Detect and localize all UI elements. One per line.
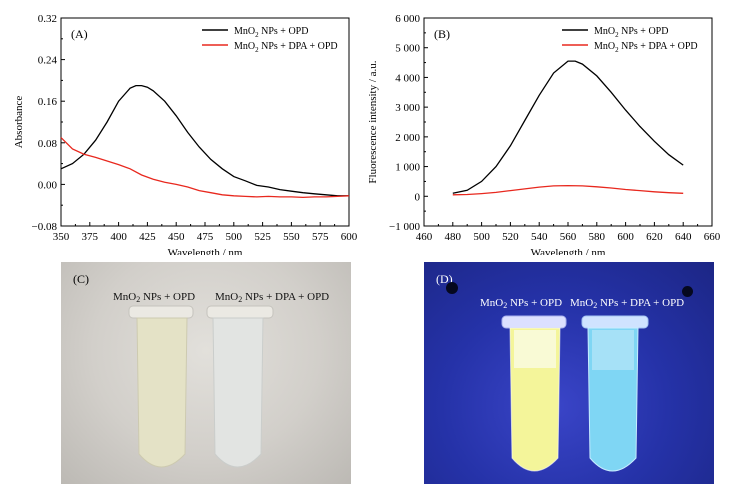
legend-entry: MnO2 NPs + DPA + OPD [234, 41, 338, 54]
chart-a: 350 375 400 425 450 475 500 525 550 575 600 −0.08 0.… [13, 13, 358, 255]
y-tick-label: −0.08 [32, 221, 58, 233]
x-axis-label: Wavelength / nm [531, 247, 606, 255]
dark-hole-1 [446, 282, 458, 294]
x-tick-label: 425 [139, 231, 156, 243]
x-tick-label: 660 [704, 231, 721, 243]
panel-label: (A) [71, 27, 88, 41]
tube-label-right-d: MnO2 NPs + DPA + OPD [570, 297, 685, 310]
y-tick-label: 5 000 [395, 43, 420, 55]
tube-right-c [206, 305, 274, 468]
x-tick-label: 450 [168, 231, 185, 243]
y-axis-label: Fluorescence intensity / a.u. [367, 60, 379, 183]
chart-b: 460 480 500 520 540 560 580 600 620 640 660 −1 000 0… [367, 13, 721, 255]
tube-right-d [581, 315, 649, 472]
legend-entry: MnO2 NPs + DPA + OPD [594, 41, 698, 54]
x-tick-label: 375 [82, 231, 99, 243]
x-tick-label: 600 [341, 231, 358, 243]
panel-label: (B) [434, 27, 450, 41]
x-tick-label: 540 [531, 231, 548, 243]
tubes-c [128, 305, 274, 468]
tube-left-c [128, 305, 194, 468]
y-tick-label: 0 [415, 191, 421, 203]
x-tick-label: 400 [110, 231, 127, 243]
x-tick-label: 550 [283, 231, 300, 243]
y-axis-label: Absorbance [13, 96, 25, 149]
legend-entry: MnO2 NPs + OPD [594, 26, 668, 39]
x-tick-label: 350 [53, 231, 70, 243]
series-line-black [452, 60, 684, 194]
panel-label-c: (C) [73, 272, 89, 286]
y-tick-label: 0.32 [38, 13, 57, 25]
tube-left-c-liquid [136, 317, 188, 468]
x-tick-label: 575 [312, 231, 329, 243]
y-tick-label: −1 000 [389, 221, 420, 233]
photo-panel-c: (C) MnO2 NPs + OPD MnO2 NPs + DPA + OPD [61, 262, 351, 484]
x-tick-label: 520 [502, 231, 519, 243]
x-tick-label: 580 [589, 231, 606, 243]
x-tick-label: 560 [560, 231, 577, 243]
y-tick-label: 6 000 [395, 13, 420, 25]
y-tick-label: 0.16 [38, 96, 58, 108]
photo-panel-d: (D) MnO2 NPs + OPD MnO2 NPs + DPA + OPD [424, 262, 714, 484]
tube-label-left-d: MnO2 NPs + OPD [480, 297, 563, 310]
x-axis-label: Wavelength / nm [168, 247, 243, 255]
series-line-black [60, 84, 349, 197]
y-tick-label: 4 000 [395, 72, 420, 84]
x-tick-label: 480 [445, 231, 462, 243]
x-tick-label: 620 [646, 231, 663, 243]
x-tick-label: 525 [254, 231, 271, 243]
tube-label-left-c: MnO2 NPs + OPD [113, 291, 196, 304]
y-tick-label: 2 000 [395, 132, 420, 144]
tube-right-c-liquid [212, 317, 264, 468]
tube-left-d [501, 315, 567, 472]
x-tick-label: 460 [416, 231, 433, 243]
series-line-red [452, 184, 684, 196]
x-tick-label: 500 [226, 231, 243, 243]
tubes-d [501, 315, 649, 472]
x-tick-label: 500 [473, 231, 490, 243]
x-tick-label: 600 [617, 231, 634, 243]
x-tick-label: 640 [675, 231, 692, 243]
y-tick-label: 0.00 [38, 179, 58, 191]
x-tick-label: 475 [197, 231, 214, 243]
series-line-red [60, 137, 350, 199]
dark-hole-2 [682, 286, 693, 297]
tube-label-right-c: MnO2 NPs + DPA + OPD [215, 291, 330, 304]
y-tick-label: 0.08 [38, 138, 58, 150]
y-tick-label: 1 000 [395, 162, 420, 174]
charts-area: 350 375 400 425 450 475 500 525 550 575 600 −0.08 0.… [13, 13, 721, 255]
y-tick-label: 3 000 [395, 102, 420, 114]
legend-entry: MnO2 NPs + OPD [234, 26, 308, 39]
y-tick-label: 0.24 [38, 55, 58, 67]
